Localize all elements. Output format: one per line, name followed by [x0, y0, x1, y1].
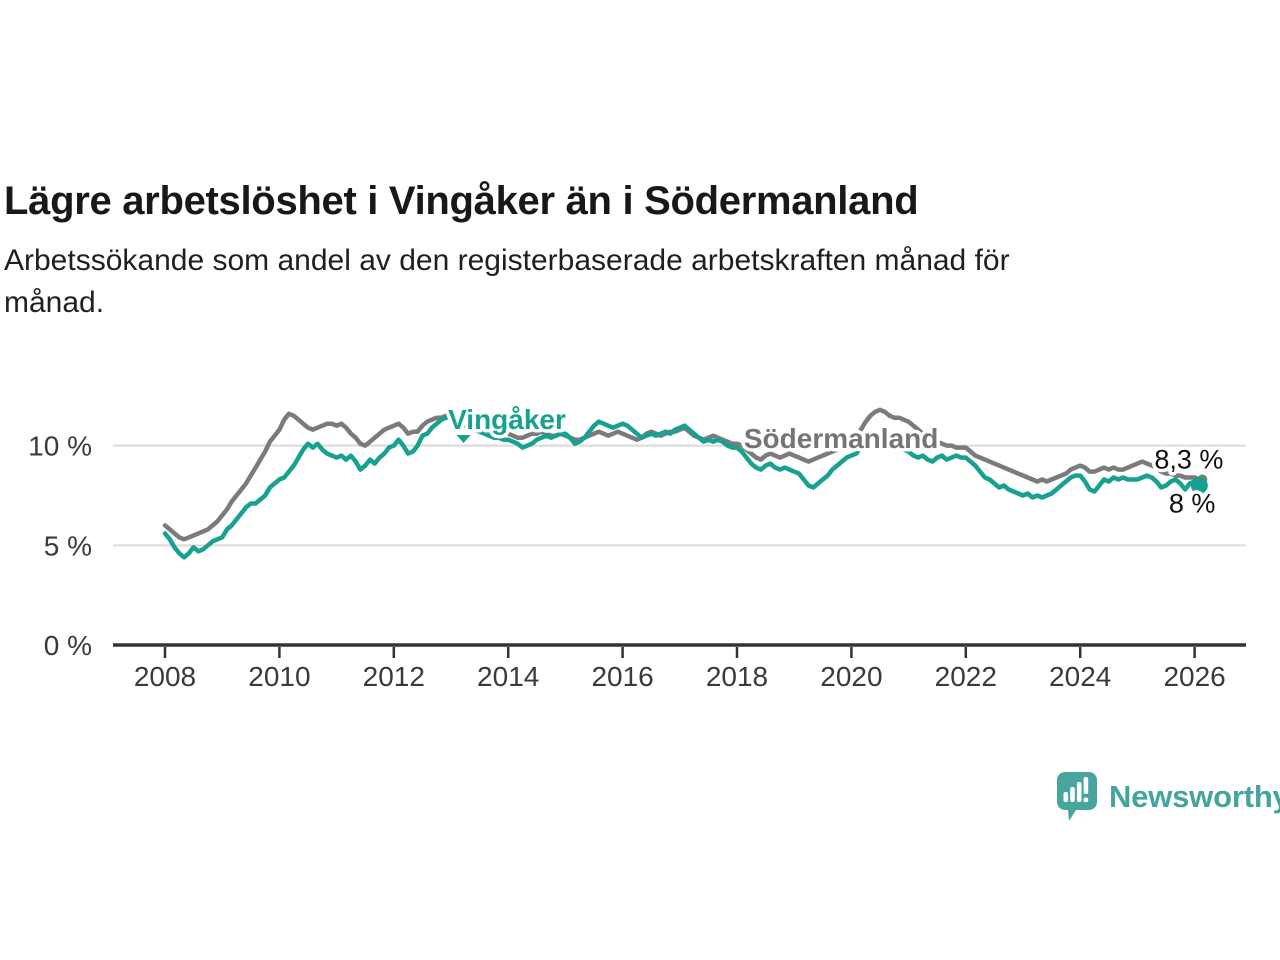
x-tick-label: 2016 — [591, 661, 653, 692]
subtitle-line-1: Arbetssökande som andel av den registerb… — [4, 244, 1010, 277]
y-tick-label: 0 % — [44, 630, 92, 661]
brand-name: Newsworthy — [1109, 779, 1280, 814]
x-tick-label: 2010 — [248, 661, 310, 692]
series-line-vingker — [162, 413, 1202, 560]
brand-footer: Newsworthy — [1054, 771, 1280, 823]
subtitle-line-2: månad. — [4, 286, 105, 319]
y-tick-label: 10 % — [28, 431, 92, 462]
page-title: Lägre arbetslöshet i Vingåker än i Söder… — [4, 178, 919, 223]
x-tick-label: 2014 — [477, 661, 539, 692]
exclamation-bar — [1083, 777, 1089, 794]
x-tick-label: 2020 — [820, 661, 882, 692]
series-label-vingaker: Vingåker — [448, 404, 566, 435]
vingaker-end-dot — [1190, 477, 1208, 495]
exclamation-dot — [1083, 797, 1089, 803]
vingaker-marker-triangle-icon — [456, 435, 471, 443]
vingaker-end-value-label: 8 % — [1169, 489, 1216, 519]
bar-1 — [1063, 792, 1069, 802]
chart-subtitle: Arbetssökande som andel av den registerb… — [4, 240, 1204, 324]
x-tick-label: 2008 — [134, 661, 196, 692]
newsworthy-logo-icon — [1057, 772, 1097, 821]
bar-2 — [1070, 787, 1075, 802]
series-label-sodermanland: Södermanland — [744, 423, 938, 454]
x-tick-label: 2026 — [1163, 661, 1225, 692]
x-tick-label: 2018 — [706, 661, 768, 692]
x-tick-label: 2022 — [935, 661, 997, 692]
sodermanland-end-value-label: 8,3 % — [1154, 445, 1223, 475]
y-tick-label: 5 % — [44, 530, 92, 561]
bar-3 — [1076, 782, 1082, 802]
x-tick-label: 2012 — [363, 661, 425, 692]
x-tick-label: 2024 — [1049, 661, 1111, 692]
series-line-sdermanland — [162, 407, 1202, 542]
